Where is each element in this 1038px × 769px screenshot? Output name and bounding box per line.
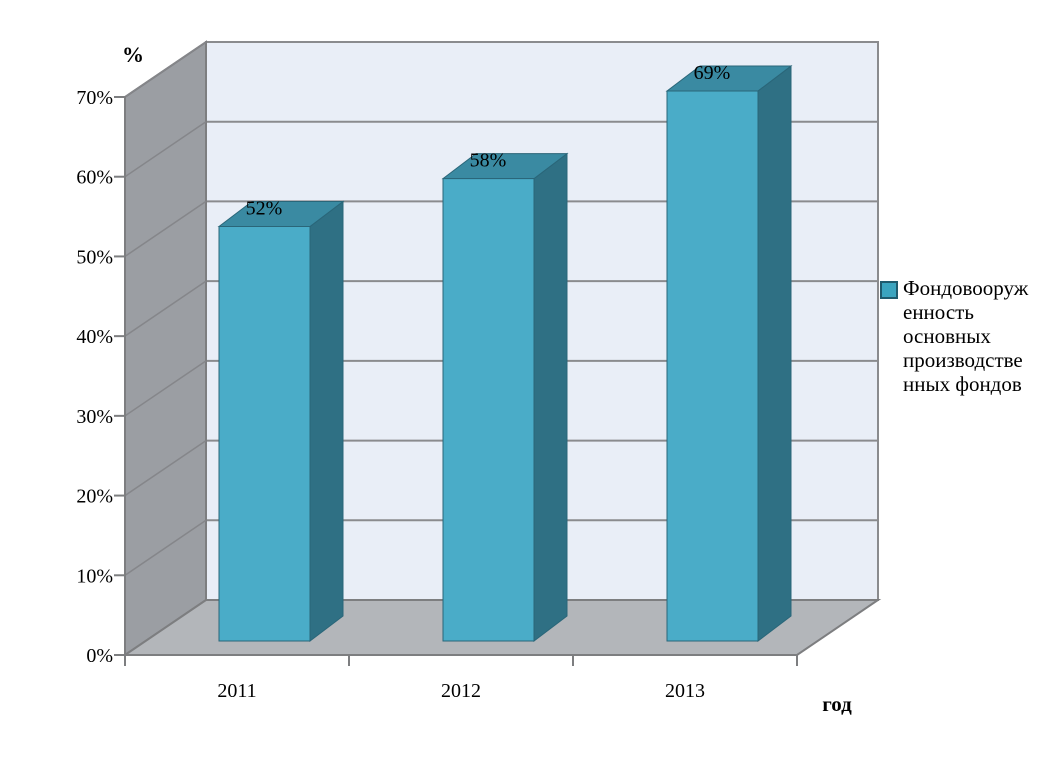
bar-2012-side bbox=[533, 152, 568, 643]
data-label-2012: 58% bbox=[470, 150, 507, 172]
y-tick-label: 20% bbox=[76, 486, 113, 508]
x-category-label: 2011 bbox=[217, 680, 256, 702]
legend-label-line: основных bbox=[903, 324, 991, 348]
side-wall-gridline bbox=[124, 41, 207, 98]
bar-2011 bbox=[218, 225, 311, 642]
legend-label-line: Фондовооруж bbox=[903, 276, 1029, 300]
y-tick-label: 0% bbox=[86, 645, 113, 667]
y-axis-title: % bbox=[122, 42, 144, 67]
legend-marker-icon bbox=[880, 281, 898, 299]
bar-2013-side bbox=[757, 64, 792, 643]
side-wall-gridline bbox=[124, 439, 207, 497]
bar-2011-side bbox=[309, 200, 344, 643]
x-axis-title: год bbox=[822, 692, 852, 716]
legend-label-line: производстве bbox=[903, 348, 1023, 372]
y-tick-label: 40% bbox=[76, 326, 113, 348]
y-tick-label: 10% bbox=[76, 565, 113, 587]
y-tick-label: 60% bbox=[76, 167, 113, 189]
legend-label-line: енность bbox=[903, 300, 974, 324]
chart-legend: Фондовооруж енность основных производств… bbox=[878, 276, 1028, 396]
data-label-2013: 69% bbox=[694, 62, 731, 84]
y-tick-label: 30% bbox=[76, 406, 113, 428]
bar-2012 bbox=[442, 178, 535, 642]
side-wall-gridline bbox=[124, 200, 207, 258]
side-wall-gridline bbox=[124, 280, 207, 337]
y-tick-label: 70% bbox=[76, 87, 113, 109]
y-tick-label: 50% bbox=[76, 246, 113, 268]
side-wall-gridline bbox=[124, 360, 207, 417]
x-category-label: 2013 bbox=[665, 680, 705, 702]
legend-label: Фондовооруж енность основных производств… bbox=[903, 276, 1028, 396]
data-label-2011: 52% bbox=[246, 197, 283, 219]
side-wall bbox=[124, 40, 207, 657]
side-wall-gridline bbox=[124, 121, 207, 178]
side-wall-gridline bbox=[124, 519, 207, 576]
legend-label-line: нных фондов bbox=[903, 372, 1022, 396]
x-category-label: 2012 bbox=[441, 680, 481, 702]
bar-2013 bbox=[666, 90, 759, 642]
